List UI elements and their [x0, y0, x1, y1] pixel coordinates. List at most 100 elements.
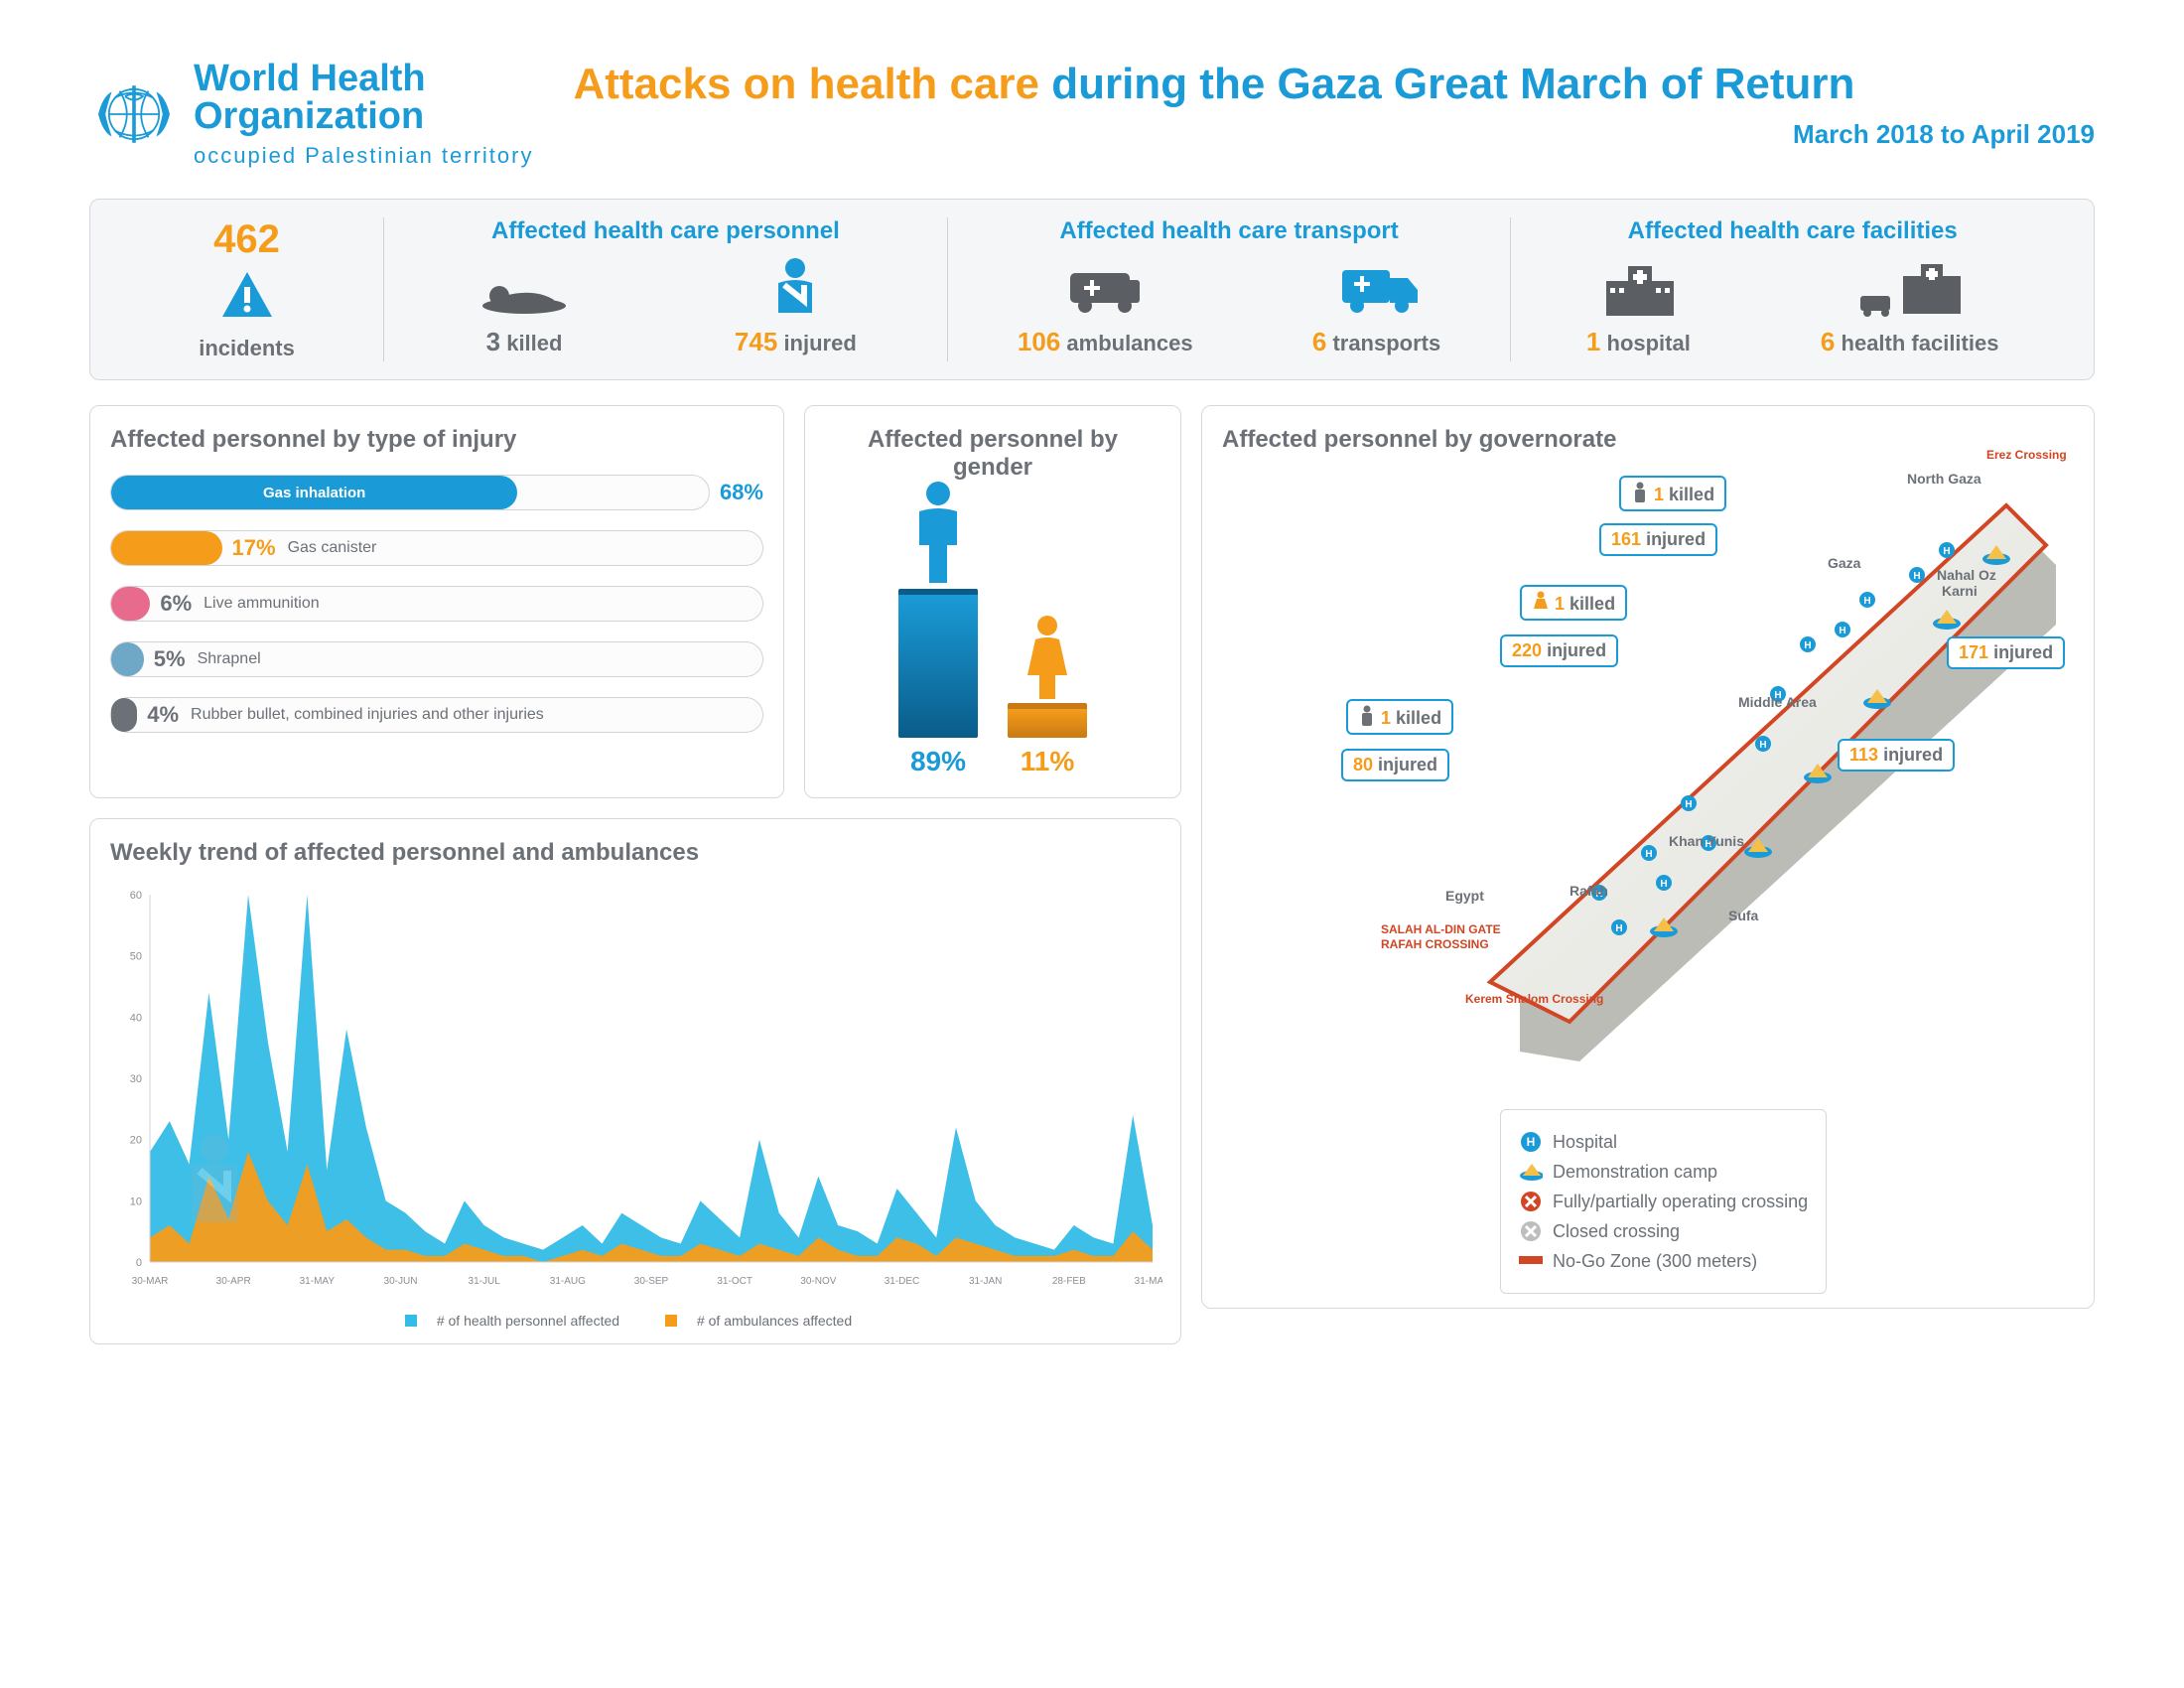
svg-text:30-MAR: 30-MAR [132, 1276, 169, 1287]
injury-type-title: Affected personnel by type of injury [110, 426, 763, 454]
svg-text:H: H [1759, 740, 1766, 751]
map-place-label: Gaza [1828, 555, 1860, 571]
male-pct: 89% [910, 746, 966, 777]
svg-text:30-NOV: 30-NOV [800, 1276, 836, 1287]
health-facility-icon [1855, 256, 1965, 321]
map-legend: HHospital Demonstration camp Fully/partial… [1500, 1109, 1827, 1294]
svg-text:60: 60 [130, 890, 142, 902]
injury-bar: 5%Shrapnel [110, 638, 763, 680]
svg-text:H: H [1527, 1135, 1536, 1149]
trend-legend: # of health personnel affected # of ambu… [110, 1313, 1160, 1330]
svg-text:50: 50 [130, 951, 142, 963]
gender-panel: Affected personnel by gender 89% 11% [804, 405, 1181, 798]
map-callout: 1 killed [1346, 699, 1453, 735]
legend-row: No-Go Zone (300 meters) [1519, 1249, 1808, 1273]
legend-row: HHospital [1519, 1130, 1808, 1154]
transport-heading: Affected health care transport [958, 217, 1501, 245]
territory: occupied Palestinian territory [194, 143, 533, 169]
facilities-heading: Affected health care facilities [1521, 217, 2064, 245]
svg-text:40: 40 [130, 1012, 142, 1024]
svg-text:H: H [1943, 546, 1950, 557]
svg-text:H: H [1615, 923, 1622, 934]
svg-text:31-AUG: 31-AUG [550, 1276, 586, 1287]
map-callout: 161 injured [1599, 523, 1717, 556]
injury-bar: Gas inhalation68% [110, 472, 763, 513]
personnel-heading: Affected health care personnel [394, 217, 937, 245]
gender-title: Affected personnel by gender [825, 426, 1160, 482]
who-logo-block: World Health Organization occupied Pales… [89, 60, 533, 169]
trend-title: Weekly trend of affected personnel and a… [110, 839, 1160, 867]
map-callout: 220 injured [1500, 634, 1618, 667]
title-block: Attacks on health care during the Gaza G… [533, 60, 2095, 150]
incidents-value: 462 [120, 217, 373, 262]
svg-text:20: 20 [130, 1135, 142, 1147]
female-pct: 11% [1021, 746, 1075, 777]
injury-bar: 4%Rubber bullet, combined injuries and o… [110, 694, 763, 736]
incidents-label: incidents [120, 336, 373, 361]
legend-row: Fully/partially operating crossing [1519, 1190, 1808, 1213]
date-range: March 2018 to April 2019 [573, 119, 2095, 150]
map-place-label: Rafah [1570, 883, 1608, 899]
svg-text:H: H [1863, 596, 1870, 607]
male-figure: 89% [898, 480, 978, 777]
svg-text:H: H [1660, 879, 1667, 890]
ambulance-icon [1060, 258, 1150, 318]
who-logo-icon [89, 70, 179, 159]
svg-text:H: H [1645, 849, 1652, 860]
svg-text:31-JUL: 31-JUL [469, 1276, 501, 1287]
svg-text:H: H [1839, 626, 1845, 636]
injured-icon [760, 253, 830, 323]
female-figure: 11% [1008, 614, 1087, 777]
female-icon [1018, 614, 1077, 703]
map-place-label: RAFAH CROSSING [1381, 937, 1489, 951]
map-callout: 1 killed [1520, 585, 1627, 621]
svg-text:31-DEC: 31-DEC [885, 1276, 920, 1287]
svg-text:31-JAN: 31-JAN [969, 1276, 1002, 1287]
svg-text:10: 10 [130, 1196, 142, 1207]
trend-panel: Weekly trend of affected personnel and a… [89, 818, 1181, 1344]
svg-text:28-FEB: 28-FEB [1052, 1276, 1086, 1287]
org-name: World Health Organization [194, 60, 533, 135]
trend-chart: 0 10 20 30 40 50 60 30-MAR 30-APR 31-MAY 30-JUN 31-… [110, 885, 1162, 1302]
svg-text:30-JUN: 30-JUN [384, 1276, 418, 1287]
governorate-panel: Affected personnel by governorate HHHHHH… [1201, 405, 2095, 1309]
map-callout: 1 killed [1619, 476, 1726, 511]
stat-personnel: Affected health care personnel 3 killed … [384, 217, 948, 361]
svg-text:H: H [1685, 799, 1692, 810]
svg-text:30: 30 [130, 1073, 142, 1085]
injury-bar: 17%Gas canister [110, 527, 763, 569]
injury-bar: 6%Live ammunition [110, 583, 763, 625]
legend-row: Closed crossing [1519, 1219, 1808, 1243]
svg-text:31-OCT: 31-OCT [717, 1276, 752, 1287]
map-place-label: Nahal Oz [1937, 567, 1996, 583]
map-callout: 171 injured [1947, 636, 2065, 669]
male-icon [903, 480, 973, 589]
map-place-label: North Gaza [1907, 471, 1981, 487]
map-place-label: SALAH AL-DIN GATE [1381, 922, 1501, 936]
map-place-label: Kerem Shalom Crossing [1465, 992, 1603, 1006]
svg-text:30-SEP: 30-SEP [634, 1276, 669, 1287]
killed-icon [475, 258, 574, 318]
svg-text:31-MAY: 31-MAY [300, 1276, 336, 1287]
map-place-label: Karni [1942, 583, 1978, 599]
svg-text:30-APR: 30-APR [216, 1276, 251, 1287]
svg-text:H: H [1913, 571, 1920, 582]
alert-icon [217, 267, 277, 327]
stat-facilities: Affected health care facilities 1 hospit… [1511, 217, 2074, 361]
svg-text:0: 0 [136, 1257, 142, 1269]
map-place-label: Erez Crossing [1986, 448, 2067, 462]
stat-incidents: 462 incidents [110, 217, 384, 361]
injury-type-panel: Affected personnel by type of injury Gas… [89, 405, 784, 798]
map-callout: 80 injured [1341, 749, 1449, 781]
hospital-icon [1598, 256, 1678, 321]
transport-icon [1332, 258, 1422, 318]
map-place-label: Khan Yunis [1669, 833, 1744, 849]
svg-text:H: H [1804, 640, 1811, 651]
summary-bar: 462 incidents Affected health care perso… [89, 199, 2095, 380]
page-title: Attacks on health care during the Gaza G… [573, 60, 2095, 109]
legend-row: Demonstration camp [1519, 1160, 1808, 1184]
stat-transport: Affected health care transport 106 ambul… [948, 217, 1512, 361]
svg-text:31-MAR: 31-MAR [1135, 1276, 1162, 1287]
map-place-label: Middle Area [1738, 694, 1817, 710]
map-place-label: Sufa [1728, 908, 1758, 923]
